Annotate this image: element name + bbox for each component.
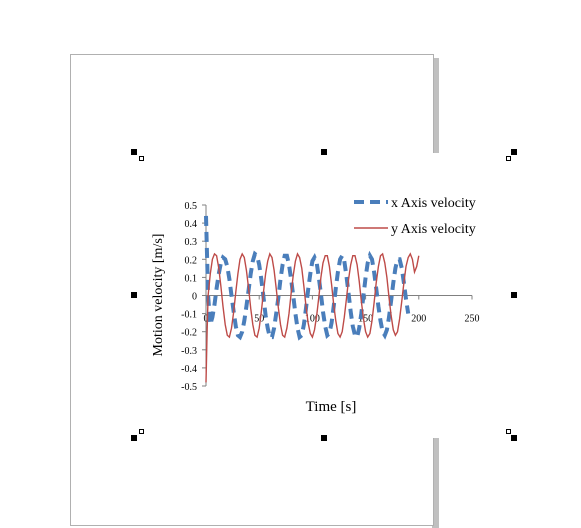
x-tick-label: 100 (305, 314, 320, 325)
y-tick-label: 0.3 (185, 237, 198, 248)
y-tick-label: 0 (192, 292, 197, 303)
legend-label-x-axis-velocity: x Axis velocity (391, 196, 476, 211)
x-axis-label: Time [s] (306, 399, 357, 415)
resize-handle-top-right[interactable] (511, 149, 517, 155)
resize-handle-middle-right[interactable] (511, 292, 517, 298)
y-tick-label: 0.5 (185, 201, 198, 212)
series-line-y-axis-velocity (205, 252, 420, 383)
x-tick-label: 200 (411, 314, 426, 325)
x-tick-label: 0 (204, 314, 209, 325)
chart-object[interactable]: 0.5 0.4 0.3 0.2 0.1 0 -0.1 -0.2 -0.3 -0.4 -0.5 0 50… (135, 153, 515, 438)
y-tick-label: 0.4 (185, 219, 198, 230)
resize-handle-top-center[interactable] (321, 149, 327, 155)
y-tick-label: 0.1 (185, 273, 198, 284)
y-tick-label: -0.3 (181, 346, 197, 357)
corner-marker-top-left (139, 156, 144, 161)
y-tick-label: -0.5 (181, 382, 197, 393)
corner-marker-top-right (506, 156, 511, 161)
resize-handle-bottom-center[interactable] (321, 435, 327, 441)
y-tick-label: -0.2 (181, 328, 197, 339)
x-axis-ticks: 0 50 100 150 200 250 (204, 295, 480, 325)
resize-handle-middle-left[interactable] (131, 292, 137, 298)
x-tick-label: 50 (254, 314, 264, 325)
corner-marker-bottom-right (506, 429, 511, 434)
y-tick-label: -0.1 (181, 310, 197, 321)
resize-handle-bottom-right[interactable] (511, 435, 517, 441)
corner-marker-bottom-left (139, 429, 144, 434)
x-tick-label: 150 (358, 314, 373, 325)
series-line-x-axis-velocity (204, 215, 411, 341)
y-tick-label: -0.4 (181, 364, 197, 375)
velocity-chart: 0.5 0.4 0.3 0.2 0.1 0 -0.1 -0.2 -0.3 -0.4 -0.5 0 50… (151, 196, 480, 415)
chart-legend: x Axis velocity y Axis velocity (354, 196, 476, 237)
legend-label-y-axis-velocity: y Axis velocity (391, 222, 476, 237)
resize-handle-bottom-left[interactable] (131, 435, 137, 441)
series-layer (204, 215, 420, 383)
y-axis-ticks: 0.5 0.4 0.3 0.2 0.1 0 -0.1 -0.2 -0.3 -0.4 -0.5 (181, 201, 207, 393)
y-axis-label: Motion velocity [m/s] (151, 234, 166, 357)
y-tick-label: 0.2 (185, 255, 198, 266)
resize-handle-top-left[interactable] (131, 149, 137, 155)
x-tick-label: 250 (465, 314, 480, 325)
